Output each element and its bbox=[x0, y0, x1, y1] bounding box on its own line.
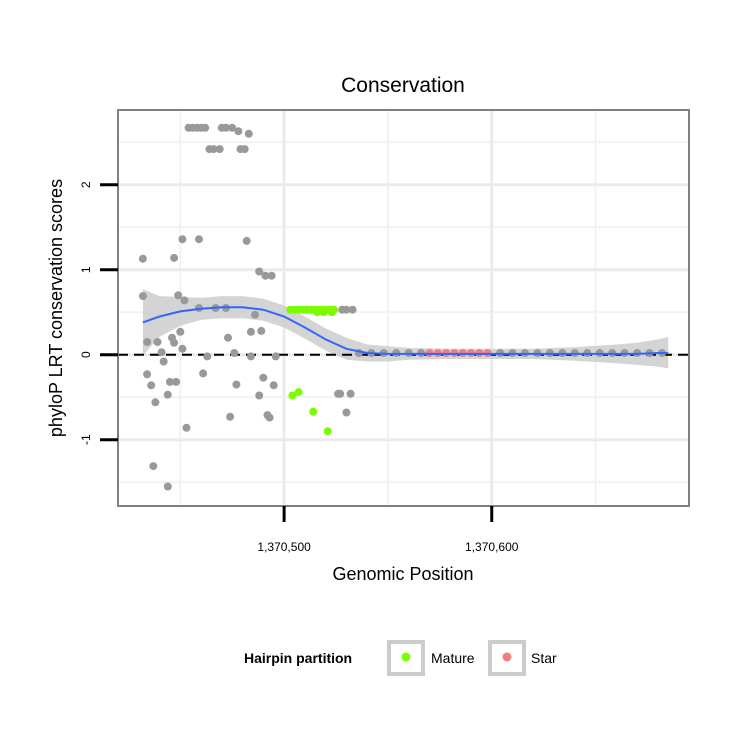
point-other bbox=[201, 123, 210, 132]
point-other bbox=[232, 380, 241, 389]
legend-label-mature: Mature bbox=[431, 650, 475, 666]
point-other bbox=[157, 348, 166, 357]
point-other bbox=[251, 310, 259, 319]
legend-key-mature bbox=[387, 640, 425, 676]
grid-lines bbox=[118, 110, 689, 506]
point-other bbox=[255, 391, 264, 400]
point-other bbox=[153, 338, 162, 346]
point-other bbox=[159, 357, 168, 366]
x-tick-label: 1,370,600 bbox=[465, 540, 519, 554]
point-other bbox=[174, 291, 183, 300]
legend-dot-mature bbox=[401, 652, 411, 662]
point-other bbox=[203, 352, 212, 361]
y-tick-label: 1 bbox=[79, 266, 93, 273]
y-tick-label: 2 bbox=[79, 181, 93, 188]
point-other bbox=[199, 369, 208, 378]
confidence-ribbon bbox=[142, 289, 669, 369]
legend-title: Hairpin partition bbox=[244, 650, 352, 666]
point-other bbox=[246, 327, 255, 336]
point-mature bbox=[294, 388, 303, 397]
point-other bbox=[242, 236, 251, 245]
confidence-ribbon-layer bbox=[142, 289, 669, 369]
smooth-line-layer bbox=[142, 306, 669, 355]
point-mature bbox=[323, 427, 332, 436]
point-other bbox=[170, 253, 179, 262]
point-other bbox=[138, 254, 147, 263]
point-other bbox=[246, 352, 255, 361]
point-other bbox=[226, 412, 235, 421]
point-mature bbox=[288, 391, 297, 400]
point-other bbox=[230, 349, 239, 357]
smooth-trend-line bbox=[142, 306, 669, 355]
point-other bbox=[228, 123, 237, 132]
point-other bbox=[149, 462, 158, 471]
point-other bbox=[178, 344, 187, 353]
point-other bbox=[259, 373, 268, 382]
point-other bbox=[182, 423, 191, 432]
point-other bbox=[151, 398, 160, 407]
y-tick-label: 0 bbox=[79, 351, 93, 358]
point-other bbox=[176, 327, 185, 336]
point-other bbox=[244, 129, 253, 138]
point-other bbox=[163, 482, 172, 491]
point-other bbox=[143, 370, 152, 379]
point-other bbox=[165, 377, 174, 386]
point-other bbox=[265, 413, 274, 422]
point-other bbox=[348, 305, 357, 314]
point-other bbox=[234, 127, 243, 136]
x-tick-label: 1,370,500 bbox=[257, 540, 311, 554]
point-other bbox=[222, 123, 230, 132]
point-other bbox=[170, 338, 179, 347]
point-other bbox=[269, 381, 278, 390]
point-other bbox=[342, 408, 351, 417]
chart-title: Conservation bbox=[341, 74, 465, 97]
point-other bbox=[195, 235, 203, 244]
point-mature bbox=[329, 305, 338, 314]
point-other bbox=[346, 389, 355, 398]
plot-panel-border bbox=[117, 109, 690, 507]
point-other bbox=[172, 377, 181, 386]
legend-label-star: Star bbox=[531, 650, 557, 666]
point-other bbox=[209, 145, 218, 154]
x-axis-title: Genomic Position bbox=[332, 564, 473, 584]
point-other bbox=[224, 333, 232, 342]
point-other bbox=[215, 145, 224, 154]
legend: Hairpin partition Mature Star bbox=[244, 640, 557, 676]
point-mature bbox=[309, 407, 318, 416]
point-other bbox=[178, 235, 187, 244]
point-other bbox=[143, 338, 152, 346]
point-other bbox=[240, 145, 249, 154]
axes-layer: 1,370,500 1,370,600 -1 0 1 2 bbox=[79, 181, 519, 554]
point-other bbox=[336, 389, 345, 398]
point-other bbox=[267, 271, 276, 280]
point-other bbox=[255, 267, 264, 276]
point-other bbox=[138, 292, 147, 301]
y-axis-title: phyloP LRT conservation scores bbox=[46, 179, 66, 437]
point-other bbox=[180, 296, 189, 305]
point-other bbox=[342, 305, 351, 314]
y-tick-label: -1 bbox=[79, 434, 93, 445]
point-other bbox=[257, 326, 266, 335]
point-other bbox=[271, 352, 280, 361]
point-other bbox=[261, 271, 270, 280]
point-other bbox=[147, 381, 156, 390]
legend-dot-star bbox=[502, 652, 512, 662]
point-other bbox=[163, 390, 172, 399]
